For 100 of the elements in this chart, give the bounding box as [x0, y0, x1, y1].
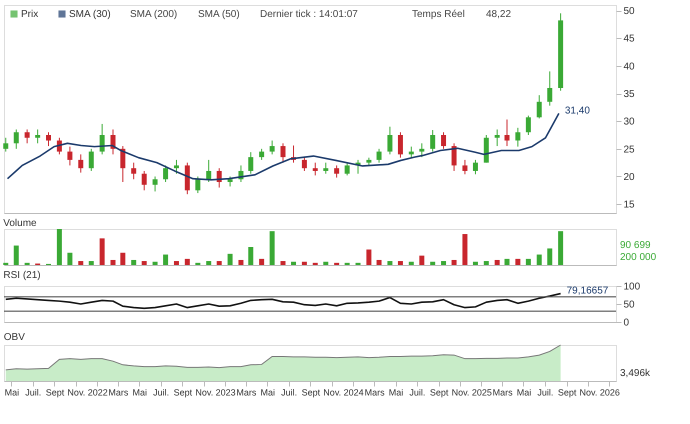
- bar: [504, 258, 510, 265]
- candlestick: [248, 152, 254, 174]
- bar: [323, 262, 328, 265]
- y-tick-label: 50: [624, 6, 636, 18]
- bar: [248, 247, 254, 265]
- bar: [142, 261, 147, 265]
- bar: [206, 261, 212, 265]
- bar: [494, 260, 500, 265]
- bar: [462, 234, 468, 265]
- candlestick: [494, 128, 500, 147]
- candlestick: [515, 127, 520, 148]
- bar: [88, 261, 94, 265]
- candlestick: [24, 128, 30, 144]
- x-tick-label: 2026: [600, 388, 620, 398]
- bar: [184, 258, 190, 265]
- x-tick-label: Juil.: [153, 388, 170, 398]
- candlestick: [334, 164, 340, 178]
- bar: [238, 260, 244, 265]
- candlestick: [35, 128, 40, 144]
- bar: [515, 258, 520, 265]
- legend-label: Prix: [21, 9, 38, 20]
- x-tick-label: Sept: [46, 388, 65, 398]
- candlestick: [344, 162, 350, 176]
- candlestick: [206, 159, 212, 183]
- annotation: SMA (200): [130, 9, 178, 20]
- candlestick: [46, 132, 52, 147]
- bar: [526, 258, 531, 265]
- bar: [408, 262, 414, 265]
- candlestick: [152, 176, 158, 192]
- candlestick: [504, 119, 510, 147]
- annotation: 79,16657: [566, 286, 609, 296]
- candlestick: [88, 148, 94, 172]
- x-tick-label: Mai: [4, 388, 20, 398]
- y-tick-label: 15: [624, 200, 636, 211]
- candlestick: [536, 94, 542, 119]
- text: 200 000: [620, 252, 657, 263]
- legend-label: SMA (30): [69, 9, 111, 20]
- y-tick-label: 45: [624, 34, 636, 45]
- candlestick: [174, 159, 179, 174]
- x-tick-label: Nov.: [67, 388, 86, 398]
- x-tick-label: Sept: [430, 388, 449, 398]
- chart-title: Volume: [3, 218, 38, 229]
- candlestick: [376, 148, 382, 164]
- y-tick-label: 100: [624, 282, 641, 292]
- annotation: 48,22: [486, 9, 512, 20]
- candlestick: [67, 146, 72, 166]
- annotation: Dernier tick : 14:01:07: [260, 9, 358, 20]
- bar: [302, 262, 307, 265]
- y-tick-label: 50: [624, 300, 636, 310]
- bar: [67, 252, 72, 265]
- x-tick-label: Mai: [388, 388, 404, 398]
- x-tick-label: Sept: [558, 388, 577, 398]
- y-tick-label: 20: [624, 172, 636, 183]
- bar: [14, 246, 19, 265]
- bar: [430, 262, 436, 265]
- x-tick-label: Nov.: [195, 388, 214, 398]
- bar: [441, 261, 446, 265]
- x-tick-label: Juil.: [537, 388, 554, 398]
- bar: [228, 254, 233, 265]
- candlestick: [441, 132, 446, 150]
- candlestick: [100, 123, 105, 155]
- x-tick-label: Juil.: [25, 388, 42, 398]
- candlestick: [452, 142, 457, 172]
- x-tick-label: Mars: [364, 388, 386, 398]
- candlestick: [195, 176, 200, 194]
- text: 90 699: [620, 240, 652, 251]
- x-tick-label: Sept: [302, 388, 321, 398]
- candlestick: [526, 115, 531, 136]
- x-tick-label: 2022: [88, 388, 108, 398]
- bar: [536, 254, 542, 265]
- x-tick-label: Sept: [174, 388, 193, 398]
- annotation: SMA (50): [198, 9, 240, 20]
- x-tick-label: 2024: [344, 388, 364, 398]
- candlestick: [3, 137, 8, 152]
- x-tick-label: Juil.: [409, 388, 426, 398]
- x-tick-label: Nov.: [580, 388, 598, 398]
- chart-title: OBV: [4, 332, 26, 343]
- bar: [259, 258, 264, 265]
- bar: [131, 260, 136, 265]
- y-tick-label: 35: [624, 89, 636, 100]
- candlestick: [387, 126, 392, 155]
- x-tick-label: Mars: [236, 388, 257, 398]
- bar: [484, 261, 489, 265]
- annotation: Temps Réel: [412, 9, 465, 20]
- bar: [174, 261, 179, 265]
- candlestick: [163, 164, 168, 183]
- candlestick: [430, 130, 436, 152]
- x-tick-label: 2023: [216, 388, 236, 398]
- x-tick-label: Mai: [260, 388, 275, 398]
- candlestick: [142, 170, 147, 191]
- bar: [120, 252, 126, 265]
- chart-title: RSI (21): [3, 270, 41, 281]
- candlestick: [398, 132, 403, 158]
- bar: [398, 261, 403, 265]
- x-tick-label: 2025: [472, 388, 492, 398]
- text: 3,496k: [620, 368, 652, 379]
- bar: [558, 231, 564, 265]
- candlestick: [547, 70, 552, 106]
- y-tick-label: 25: [624, 144, 636, 156]
- bar: [270, 231, 275, 265]
